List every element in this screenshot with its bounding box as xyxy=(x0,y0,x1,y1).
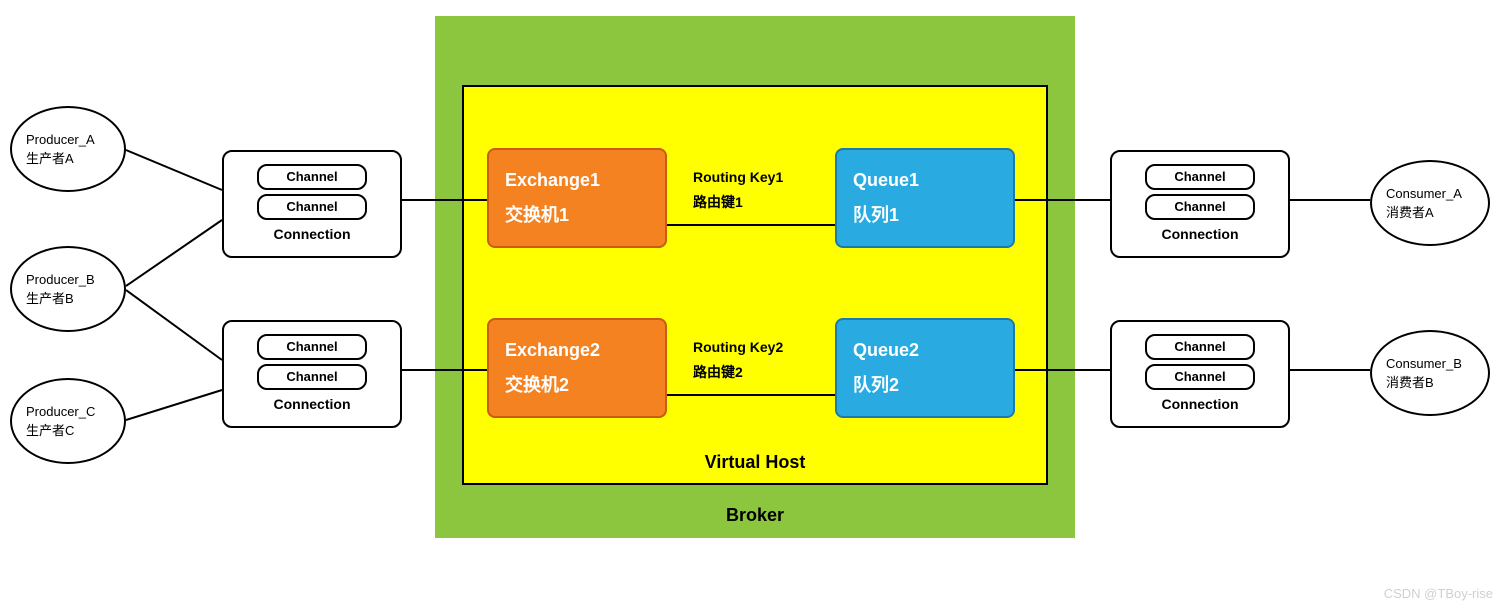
exchange-1-sub: 交换机1 xyxy=(505,201,649,227)
vhost-box xyxy=(462,85,1048,485)
channel-pill: Channel xyxy=(257,364,367,390)
consumer-a: Consumer_A 消费者A xyxy=(1370,160,1490,246)
channel-pill: Channel xyxy=(1145,164,1255,190)
producer-b: Producer_B 生产者B xyxy=(10,246,126,332)
left-connection-2: Channel Channel Connection xyxy=(222,320,402,428)
routing-key-1-cn: 路由键1 xyxy=(693,190,783,215)
channel-pill: Channel xyxy=(257,164,367,190)
channel-pill: Channel xyxy=(1145,364,1255,390)
watermark: CSDN @TBoy-rise xyxy=(1384,586,1493,601)
exchange-2-title: Exchange2 xyxy=(505,340,649,361)
channel-pill: Channel xyxy=(257,194,367,220)
exchange-2: Exchange2 交换机2 xyxy=(487,318,667,418)
vhost-label: Virtual Host xyxy=(462,452,1048,473)
channel-pill: Channel xyxy=(1145,334,1255,360)
right-connection-2: Channel Channel Connection xyxy=(1110,320,1290,428)
consumer-b-en: Consumer_B xyxy=(1386,354,1488,374)
consumer-a-cn: 消费者A xyxy=(1386,203,1488,223)
queue-1-sub: 队列1 xyxy=(853,201,997,227)
broker-label: Broker xyxy=(435,505,1075,526)
consumer-a-en: Consumer_A xyxy=(1386,184,1488,204)
routing-key-1: Routing Key1 路由键1 xyxy=(693,165,783,215)
exchange-2-sub: 交换机2 xyxy=(505,371,649,397)
producer-b-en: Producer_B xyxy=(26,270,124,290)
consumer-b: Consumer_B 消费者B xyxy=(1370,330,1490,416)
producer-c-cn: 生产者C xyxy=(26,421,124,441)
connection-label: Connection xyxy=(1112,226,1288,242)
queue-1: Queue1 队列1 xyxy=(835,148,1015,248)
queue-1-title: Queue1 xyxy=(853,170,997,191)
channel-pill: Channel xyxy=(1145,194,1255,220)
connection-label: Connection xyxy=(224,226,400,242)
producer-c-en: Producer_C xyxy=(26,402,124,422)
queue-2: Queue2 队列2 xyxy=(835,318,1015,418)
channel-pill: Channel xyxy=(257,334,367,360)
producer-a-en: Producer_A xyxy=(26,130,124,150)
consumer-b-cn: 消费者B xyxy=(1386,373,1488,393)
exchange-1: Exchange1 交换机1 xyxy=(487,148,667,248)
exchange-1-title: Exchange1 xyxy=(505,170,649,191)
producer-b-cn: 生产者B xyxy=(26,289,124,309)
connection-label: Connection xyxy=(1112,396,1288,412)
producer-a-cn: 生产者A xyxy=(26,149,124,169)
producer-c: Producer_C 生产者C xyxy=(10,378,126,464)
queue-2-title: Queue2 xyxy=(853,340,997,361)
left-connection-1: Channel Channel Connection xyxy=(222,150,402,258)
routing-key-2: Routing Key2 路由键2 xyxy=(693,335,783,385)
connection-label: Connection xyxy=(224,396,400,412)
producer-a: Producer_A 生产者A xyxy=(10,106,126,192)
routing-key-2-cn: 路由键2 xyxy=(693,360,783,385)
routing-key-1-en: Routing Key1 xyxy=(693,165,783,190)
queue-2-sub: 队列2 xyxy=(853,371,997,397)
right-connection-1: Channel Channel Connection xyxy=(1110,150,1290,258)
routing-key-2-en: Routing Key2 xyxy=(693,335,783,360)
diagram-canvas: Exchange1 交换机1 Exchange2 交换机2 Routing Ke… xyxy=(0,0,1503,607)
